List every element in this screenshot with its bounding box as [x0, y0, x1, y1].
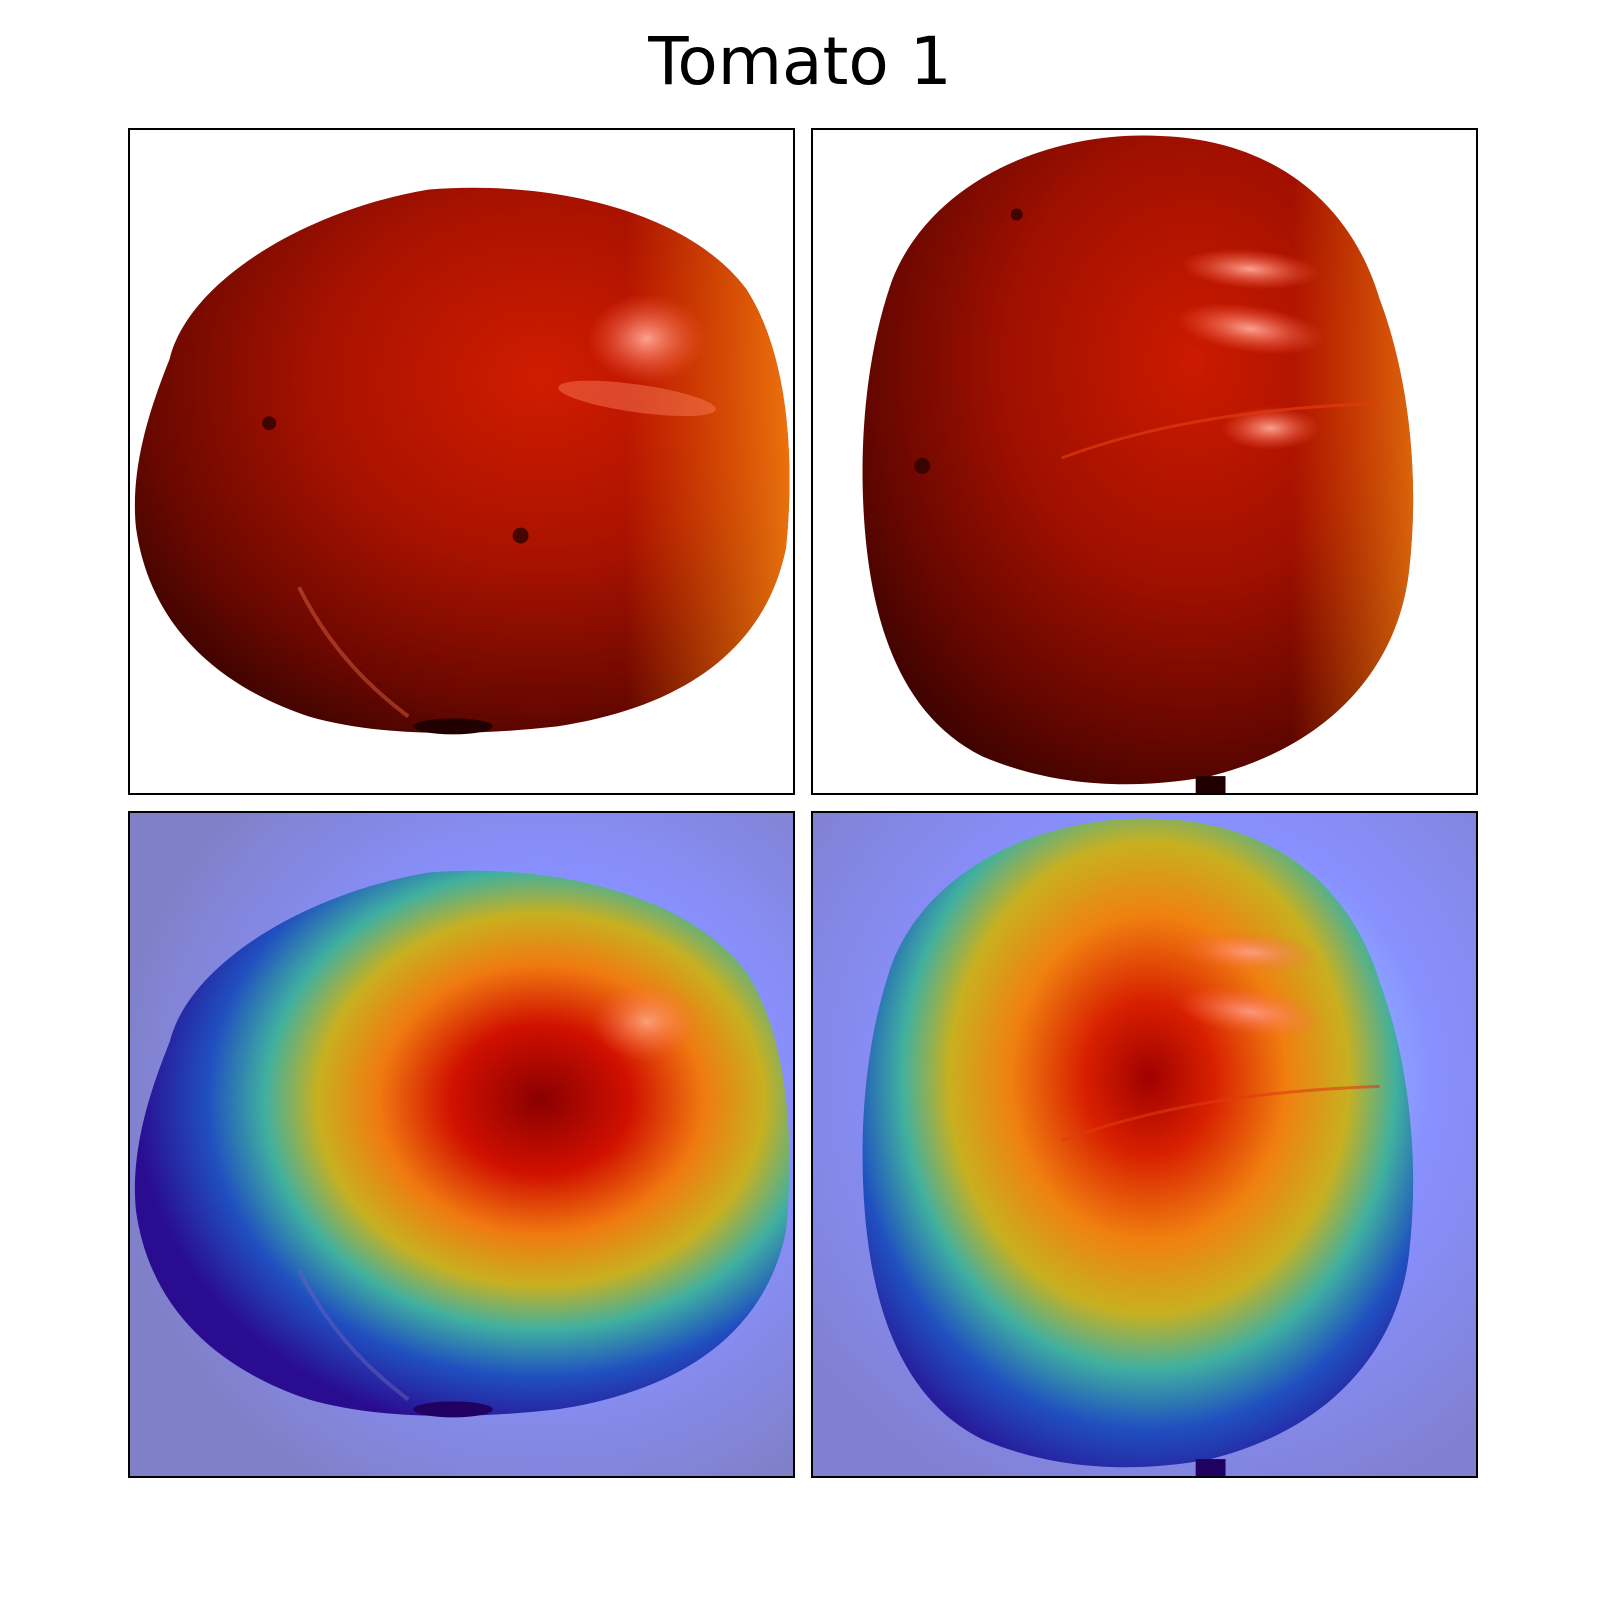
tomato-body — [862, 818, 1414, 1468]
heatmap-panel-view-1 — [128, 811, 795, 1478]
photo-panel-view-2 — [811, 128, 1478, 795]
figure-title: Tomato 1 — [648, 23, 952, 100]
tomato-photo-2 — [813, 130, 1476, 793]
heatmap-overlay-2 — [813, 813, 1476, 1476]
tomato-photo-1 — [130, 130, 793, 793]
heatmap-overlay-1 — [130, 813, 793, 1476]
photo-panel-view-1 — [128, 128, 795, 795]
heatmap-panel-view-2 — [811, 811, 1478, 1478]
